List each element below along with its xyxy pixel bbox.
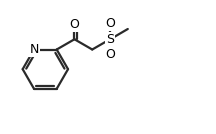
- Text: O: O: [70, 18, 79, 31]
- Text: O: O: [105, 48, 115, 61]
- Text: O: O: [105, 17, 115, 30]
- Text: S: S: [106, 33, 114, 46]
- Text: N: N: [29, 43, 39, 56]
